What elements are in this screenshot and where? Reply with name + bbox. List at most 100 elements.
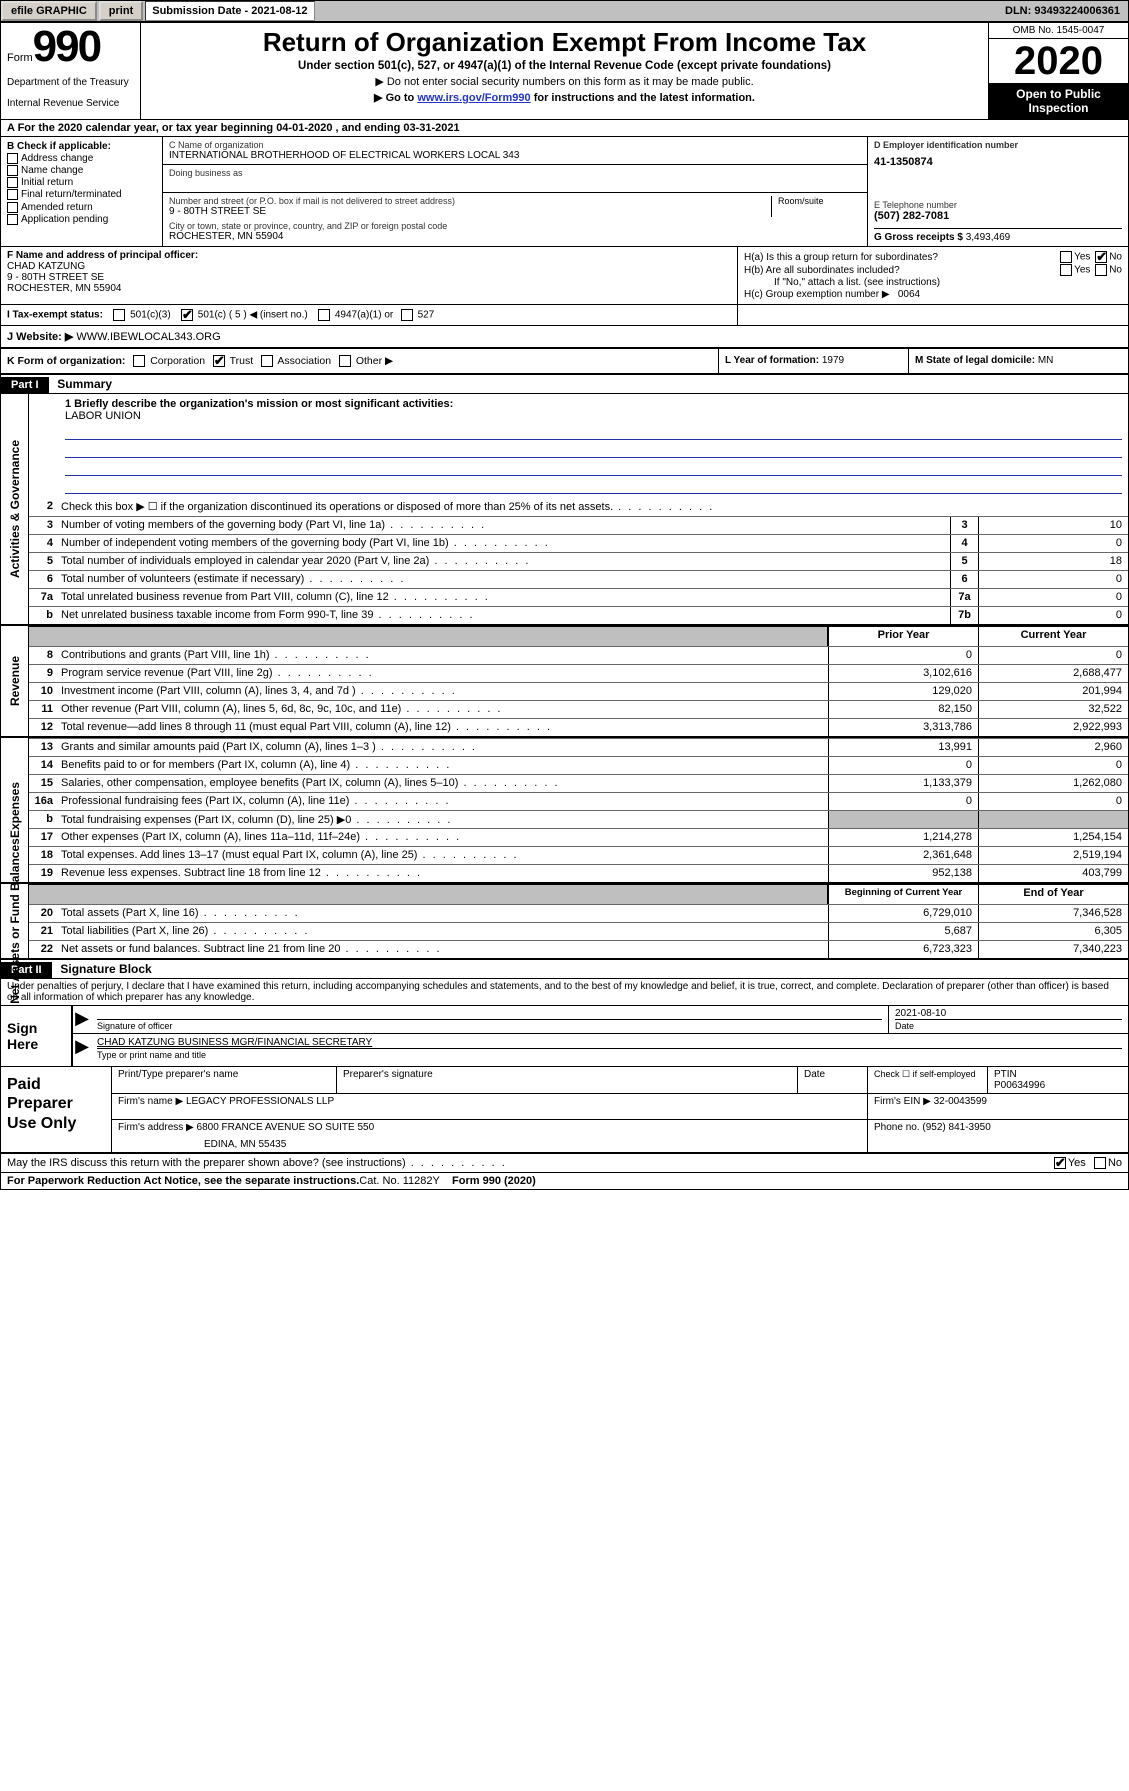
hc-label: H(c) Group exemption number ▶: [744, 289, 890, 300]
yes-label: Yes: [1074, 252, 1090, 263]
discuss-yes-label: Yes: [1068, 1157, 1086, 1169]
no-label-2: No: [1109, 265, 1122, 276]
tax-exempt-label: I Tax-exempt status:: [7, 310, 103, 321]
chk-amended[interactable]: [7, 202, 18, 213]
city-state-zip: ROCHESTER, MN 55904: [169, 231, 861, 242]
chk-application-pending[interactable]: [7, 214, 18, 225]
form-of-org-row: K Form of organization: Corporation Trus…: [1, 349, 718, 373]
street-label: Number and street (or P.O. box if mail i…: [169, 196, 765, 206]
discuss-no-label: No: [1108, 1157, 1122, 1169]
gov-line-7a: 7aTotal unrelated business revenue from …: [29, 588, 1128, 606]
lbl-address-change: Address change: [21, 153, 93, 164]
lbl-final-return: Final return/terminated: [21, 190, 122, 201]
lbl-corp: Corporation: [150, 355, 205, 367]
vtab-revenue: Revenue: [8, 656, 22, 706]
year-formation-label: L Year of formation:: [725, 355, 822, 366]
room-label: Room/suite: [778, 196, 861, 206]
efile-label: efile GRAPHIC: [1, 1, 97, 21]
printed-name-label: Type or print name and title: [97, 1048, 1122, 1060]
lbl-application-pending: Application pending: [21, 214, 108, 225]
org-name: INTERNATIONAL BROTHERHOOD OF ELECTRICAL …: [169, 150, 861, 161]
chk-assoc[interactable]: [261, 355, 273, 367]
part-i-tag: Part I: [1, 377, 49, 393]
chk-final-return[interactable]: [7, 189, 18, 200]
section-d: D Employer identification number 41-1350…: [868, 137, 1128, 246]
part-ii-title: Signature Block: [54, 960, 157, 978]
dln-label: DLN: 93493224006361: [999, 1, 1126, 21]
street-address: 9 - 80TH STREET SE: [169, 206, 765, 217]
hdr-prior-year: Prior Year: [828, 627, 978, 646]
signature-label: Signature of officer: [97, 1019, 882, 1031]
city-label: City or town, state or province, country…: [169, 221, 861, 231]
part-i-title: Summary: [51, 375, 118, 393]
ha-no[interactable]: [1095, 251, 1107, 263]
website-label: J Website: ▶: [7, 331, 76, 343]
chk-527[interactable]: [401, 309, 413, 321]
firm-addr2: EDINA, MN 55435: [118, 1139, 861, 1150]
hc-value: 0064: [898, 289, 920, 300]
line-12: 12Total revenue—add lines 8 through 11 (…: [29, 718, 1128, 736]
chk-name-change[interactable]: [7, 165, 18, 176]
instructions-link[interactable]: www.irs.gov/Form990: [417, 92, 530, 104]
tax-year-range: A For the 2020 calendar year, or tax yea…: [1, 120, 1128, 137]
section-h: H(a) Is this a group return for subordin…: [738, 247, 1128, 304]
hb-label: H(b) Are all subordinates included?: [744, 265, 900, 276]
ha-label: H(a) Is this a group return for subordin…: [744, 252, 938, 263]
submission-date: Submission Date - 2021-08-12: [145, 1, 314, 21]
discuss-preparer-text: May the IRS discuss this return with the…: [7, 1157, 507, 1169]
ha-yes[interactable]: [1060, 251, 1072, 263]
firm-ein-label: Firm's EIN ▶: [874, 1096, 931, 1107]
line-16a: 16aProfessional fundraising fees (Part I…: [29, 792, 1128, 810]
chk-501c[interactable]: [181, 309, 193, 321]
gov-line-5: 5Total number of individuals employed in…: [29, 552, 1128, 570]
line-17: 17Other expenses (Part IX, column (A), l…: [29, 828, 1128, 846]
line-20: 20Total assets (Part X, line 16)6,729,01…: [29, 904, 1128, 922]
sign-here-label: Sign Here: [1, 1006, 71, 1066]
hdr-beginning-year: Beginning of Current Year: [828, 885, 978, 904]
gov-line-4: 4Number of independent voting members of…: [29, 534, 1128, 552]
hb-yes[interactable]: [1060, 264, 1072, 276]
chk-address-change[interactable]: [7, 153, 18, 164]
firm-name: LEGACY PROFESSIONALS LLP: [186, 1096, 334, 1107]
line-14: 14Benefits paid to or for members (Part …: [29, 756, 1128, 774]
line-21: 21Total liabilities (Part X, line 26)5,6…: [29, 922, 1128, 940]
chk-corp[interactable]: [133, 355, 145, 367]
lbl-527: 527: [418, 310, 435, 321]
yes-label-2: Yes: [1074, 265, 1090, 276]
year-formation-value: 1979: [822, 355, 844, 366]
org-name-label: C Name of organization: [169, 140, 861, 150]
hdr-end-year: End of Year: [978, 885, 1128, 904]
form-title: Return of Organization Exempt From Incom…: [147, 27, 982, 58]
discuss-no[interactable]: [1094, 1157, 1106, 1169]
ptin-label: PTIN: [994, 1069, 1122, 1080]
form-header: Form990 Department of the Treasury Inter…: [1, 23, 1128, 120]
ssn-warning: ▶ Do not enter social security numbers o…: [147, 75, 982, 88]
form-word: Form: [7, 52, 33, 64]
hb-note: If "No," attach a list. (see instruction…: [744, 277, 1122, 288]
discuss-yes[interactable]: [1054, 1157, 1066, 1169]
open-public-badge: Open to Public Inspection: [989, 83, 1128, 119]
hb-no[interactable]: [1095, 264, 1107, 276]
line-15: 15Salaries, other compensation, employee…: [29, 774, 1128, 792]
line-8: 8Contributions and grants (Part VIII, li…: [29, 646, 1128, 664]
line-10: 10Investment income (Part VIII, column (…: [29, 682, 1128, 700]
instructions-link-row: ▶ Go to www.irs.gov/Form990 for instruct…: [147, 91, 982, 104]
preparer-name-label: Print/Type preparer's name: [112, 1067, 337, 1093]
firm-name-label: Firm's name ▶: [118, 1096, 183, 1107]
signature-date: 2021-08-10: [895, 1008, 1122, 1019]
open-public-line2: Inspection: [991, 101, 1126, 115]
ein-label: D Employer identification number: [874, 140, 1122, 150]
website-row: J Website: ▶ WWW.IBEWLOCAL343.ORG: [1, 326, 1128, 349]
open-public-line1: Open to Public: [991, 87, 1126, 101]
chk-501c3[interactable]: [113, 309, 125, 321]
chk-4947[interactable]: [318, 309, 330, 321]
form-number: 990: [33, 22, 100, 71]
chk-other[interactable]: [339, 355, 351, 367]
officer-label: F Name and address of principal officer:: [7, 250, 731, 261]
officer-addr2: ROCHESTER, MN 55904: [7, 283, 731, 294]
gov-line-2: 2Check this box ▶ ☐ if the organization …: [29, 498, 1128, 516]
lbl-501c3: 501(c)(3): [130, 310, 171, 321]
chk-trust[interactable]: [213, 355, 225, 367]
chk-initial-return[interactable]: [7, 177, 18, 188]
print-button[interactable]: print: [99, 1, 143, 21]
